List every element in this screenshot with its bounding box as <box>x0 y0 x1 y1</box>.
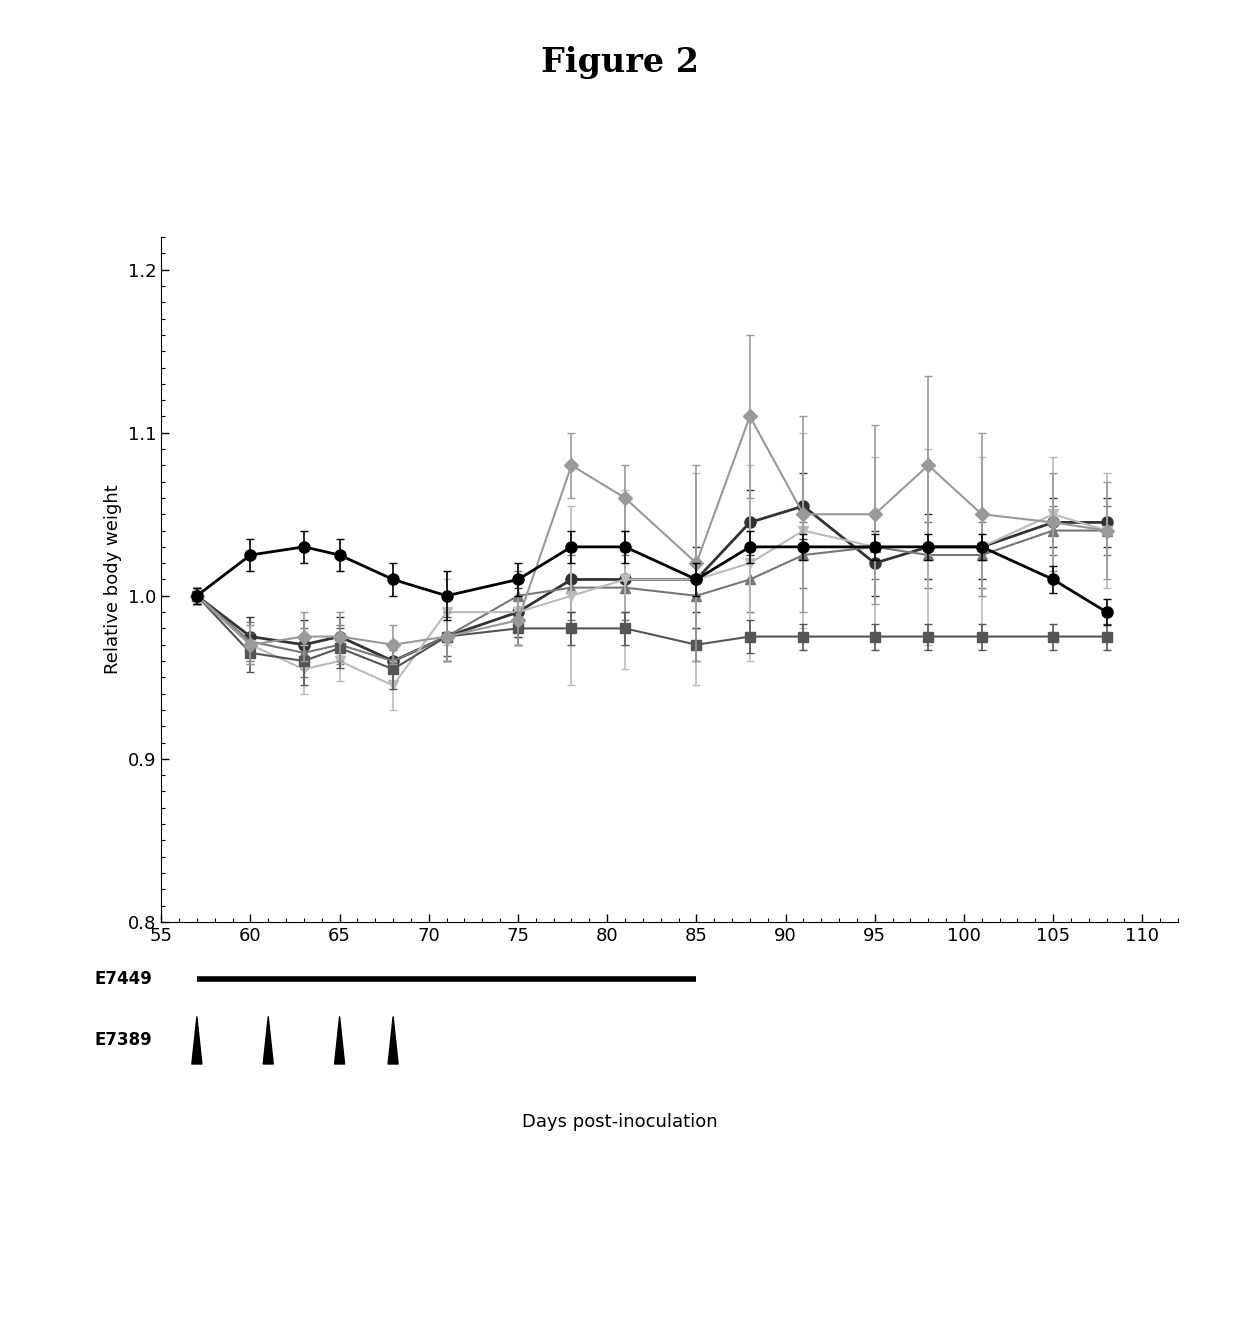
Text: Figure 2: Figure 2 <box>541 46 699 79</box>
Text: E7389: E7389 <box>94 1031 153 1050</box>
Legend: A. Vehicle, B. E7389 1.6 mg/kg, C. E7449 60 mg/kg, D. E7449 60 mg/kg + E7389 1.6: A. Vehicle, B. E7389 1.6 mg/kg, C. E7449… <box>312 0 709 7</box>
Text: Days post-inoculation: Days post-inoculation <box>522 1113 718 1131</box>
Text: E7449: E7449 <box>94 969 153 988</box>
Y-axis label: Relative body weight: Relative body weight <box>104 485 123 674</box>
